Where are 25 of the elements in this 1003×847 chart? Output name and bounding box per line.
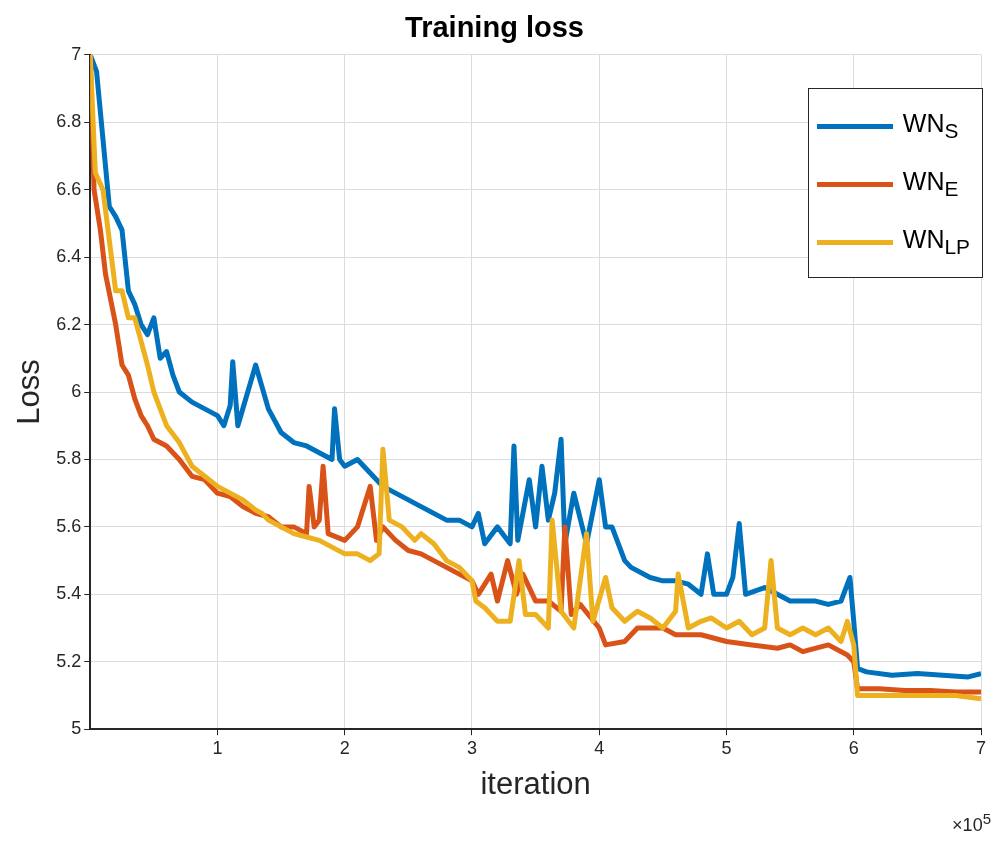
y-tick-label: 5 <box>71 718 82 739</box>
y-tick-label: 5.8 <box>56 448 82 469</box>
x-tick-label: 2 <box>339 737 350 758</box>
chart-title: Training loss <box>405 11 584 44</box>
y-tick-label: 5.4 <box>56 583 82 604</box>
legend-label: WN$_{LP}$ <box>902 225 970 259</box>
x-tick-label: 6 <box>848 737 859 758</box>
x-tick-label: 4 <box>594 737 605 758</box>
y-tick-label: 6.2 <box>56 313 82 334</box>
y-tick-label: 6.8 <box>56 111 82 132</box>
y-tick-label: 5.2 <box>56 650 82 671</box>
y-tick-label: 7 <box>71 43 82 64</box>
y-axis-title: Loss <box>11 359 47 425</box>
legend-label: WN$_{E}$ <box>902 167 959 201</box>
x-tick-label: 1 <box>212 737 223 758</box>
y-tick-label: 5.6 <box>56 515 82 536</box>
y-tick-label: 6.6 <box>56 178 82 199</box>
x-tick-label: 3 <box>466 737 477 758</box>
y-tick-label: 6 <box>71 380 82 401</box>
x-tick-label: 5 <box>721 737 732 758</box>
legend-label: WN$_{S}$ <box>902 109 959 143</box>
x-tick-label: 7 <box>975 737 987 758</box>
y-tick-label: 6.4 <box>56 246 82 267</box>
text: ×10$^{5}$ <box>952 810 991 836</box>
x-axis-title: iteration <box>480 765 591 801</box>
